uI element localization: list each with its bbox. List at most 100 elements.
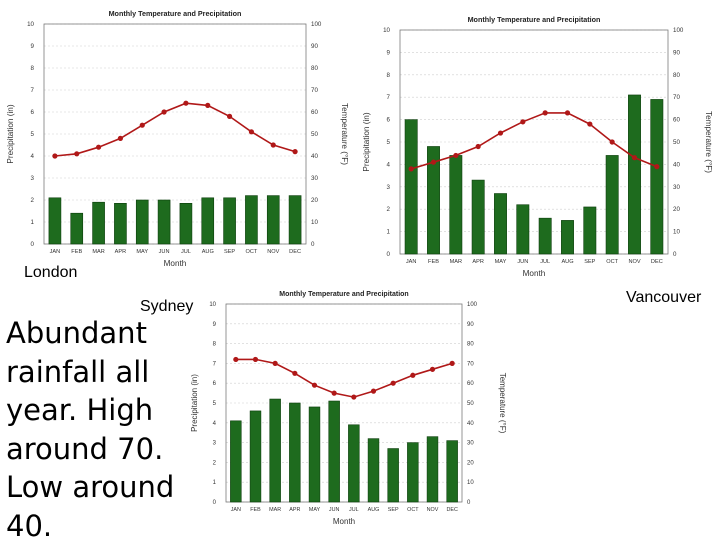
- x-tick-label: APR: [115, 249, 127, 255]
- x-tick-label: JAN: [406, 259, 417, 265]
- temperature-point: [654, 164, 660, 170]
- london-label: London: [24, 264, 78, 281]
- y-tick-label: 1: [387, 229, 391, 236]
- temperature-point: [429, 366, 436, 372]
- precip-bar: [328, 400, 340, 503]
- y2-tick-label: 20: [311, 197, 318, 204]
- y2-tick-label: 10: [673, 229, 680, 236]
- x-tick-label: JUL: [349, 507, 359, 513]
- y-tick-label: 9: [213, 322, 217, 328]
- x-tick-label: OCT: [407, 507, 419, 513]
- x-tick-label: SEP: [584, 259, 595, 265]
- y2-tick-label: 60: [311, 109, 318, 116]
- temperature-point: [95, 144, 102, 150]
- precip-bar: [404, 119, 418, 255]
- chart-title: Monthly Temperature and Precipitation: [468, 15, 601, 24]
- x-tick-label: JAN: [50, 249, 61, 255]
- x-tick-label: DEC: [651, 259, 663, 265]
- x-tick-label: JUN: [159, 249, 170, 255]
- sydney-label: Sydney: [140, 298, 194, 315]
- x-tick-label: MAR: [269, 507, 281, 513]
- temperature-point: [226, 113, 233, 119]
- y2-tick-label: 40: [467, 421, 474, 427]
- y-tick-label: 2: [213, 460, 217, 466]
- chart-title: Monthly Temperature and Precipitation: [109, 9, 242, 18]
- y-tick-label: 10: [209, 302, 216, 308]
- precip-bar: [92, 201, 105, 245]
- y-tick-label: 7: [31, 87, 35, 94]
- y-tick-label: 7: [213, 361, 217, 367]
- y-tick-label: 0: [387, 251, 391, 258]
- temperature-point: [292, 149, 298, 155]
- sydney-chart-svg: Monthly Temperature and Precipitation 0 1 2…: [190, 291, 507, 526]
- precip-bar: [348, 424, 360, 503]
- y2-tick-label: 10: [311, 219, 318, 226]
- x-tick-label: FEB: [428, 259, 439, 265]
- precip-bar: [628, 94, 641, 255]
- precip-bar: [650, 99, 664, 255]
- temperature-point: [117, 135, 124, 141]
- y2-tick-label: 80: [673, 72, 680, 79]
- precip-bar: [201, 197, 215, 245]
- x-tick-label: JUN: [329, 507, 340, 513]
- climate-note: Abundant rainfall all year. High around …: [6, 316, 175, 543]
- y2-tick-label: 0: [673, 251, 677, 258]
- y2-tick-label: 0: [311, 241, 315, 248]
- x-tick-label: FEB: [250, 507, 261, 513]
- y2-tick-label: 50: [467, 401, 474, 407]
- y2-tick-label: 80: [467, 342, 474, 348]
- precip-bar: [308, 406, 321, 503]
- y2-tick-label: 70: [673, 94, 680, 101]
- y2-tick-label: 20: [673, 206, 680, 213]
- y2-tick-label: 100: [673, 27, 684, 34]
- y-tick-label: 6: [31, 109, 35, 116]
- temperature-point: [74, 151, 80, 157]
- x-tick-label: JUL: [181, 249, 191, 255]
- y2-tick-label: 100: [311, 21, 322, 28]
- precip-bar: [367, 438, 380, 503]
- y-tick-label: 10: [27, 21, 34, 28]
- temperature-point: [252, 356, 259, 363]
- x-tick-label: SEP: [224, 249, 235, 255]
- precip-bar: [605, 155, 619, 255]
- x-axis-title: Month: [333, 517, 355, 526]
- y-tick-label: 0: [213, 500, 217, 506]
- temperature-point: [475, 143, 481, 150]
- vancouver-chart-svg: Monthly Temperature and Precipitation 0 1 2…: [362, 15, 713, 278]
- y-tick-label: 5: [213, 401, 217, 407]
- x-tick-label: MAR: [450, 259, 462, 265]
- temperature-point: [609, 139, 615, 145]
- plot-frame: [399, 29, 669, 255]
- precip-bar: [446, 440, 458, 503]
- precip-bar: [266, 195, 280, 245]
- temperature-point: [292, 370, 298, 376]
- chart-title: Monthly Temperature and Precipitation: [279, 291, 408, 298]
- y-tick-label: 8: [213, 342, 217, 348]
- y2-axis-title: Temperature (°F): [340, 103, 349, 165]
- x-tick-label: JAN: [231, 507, 241, 513]
- precip-bar: [223, 197, 236, 245]
- x-tick-label: OCT: [606, 259, 618, 265]
- x-tick-label: AUG: [561, 259, 573, 265]
- y-tick-label: 4: [387, 161, 391, 168]
- y-tick-label: 2: [387, 206, 391, 213]
- temperature-point: [390, 380, 396, 386]
- y2-tick-label: 70: [311, 87, 318, 94]
- x-tick-label: AUG: [202, 249, 214, 255]
- sydney-chart: Monthly Temperature and Precipitation 0 1 2…: [188, 282, 510, 534]
- precip-bar: [407, 442, 419, 503]
- y2-tick-label: 60: [467, 381, 474, 387]
- x-tick-label: NOV: [628, 259, 640, 265]
- y-tick-label: 3: [387, 184, 391, 191]
- london-chart-svg: Monthly Temperature and Precipitation 0 1 2…: [6, 9, 349, 268]
- y2-tick-label: 50: [673, 139, 680, 146]
- y-tick-label: 5: [31, 131, 35, 138]
- x-tick-label: MAY: [136, 249, 148, 255]
- y-tick-label: 6: [387, 117, 391, 124]
- temperature-point: [587, 121, 593, 127]
- y-tick-label: 10: [383, 27, 390, 34]
- temperature-point: [331, 390, 337, 396]
- precip-bar: [471, 179, 485, 255]
- y-tick-label: 0: [31, 241, 35, 248]
- precip-bar: [387, 448, 399, 503]
